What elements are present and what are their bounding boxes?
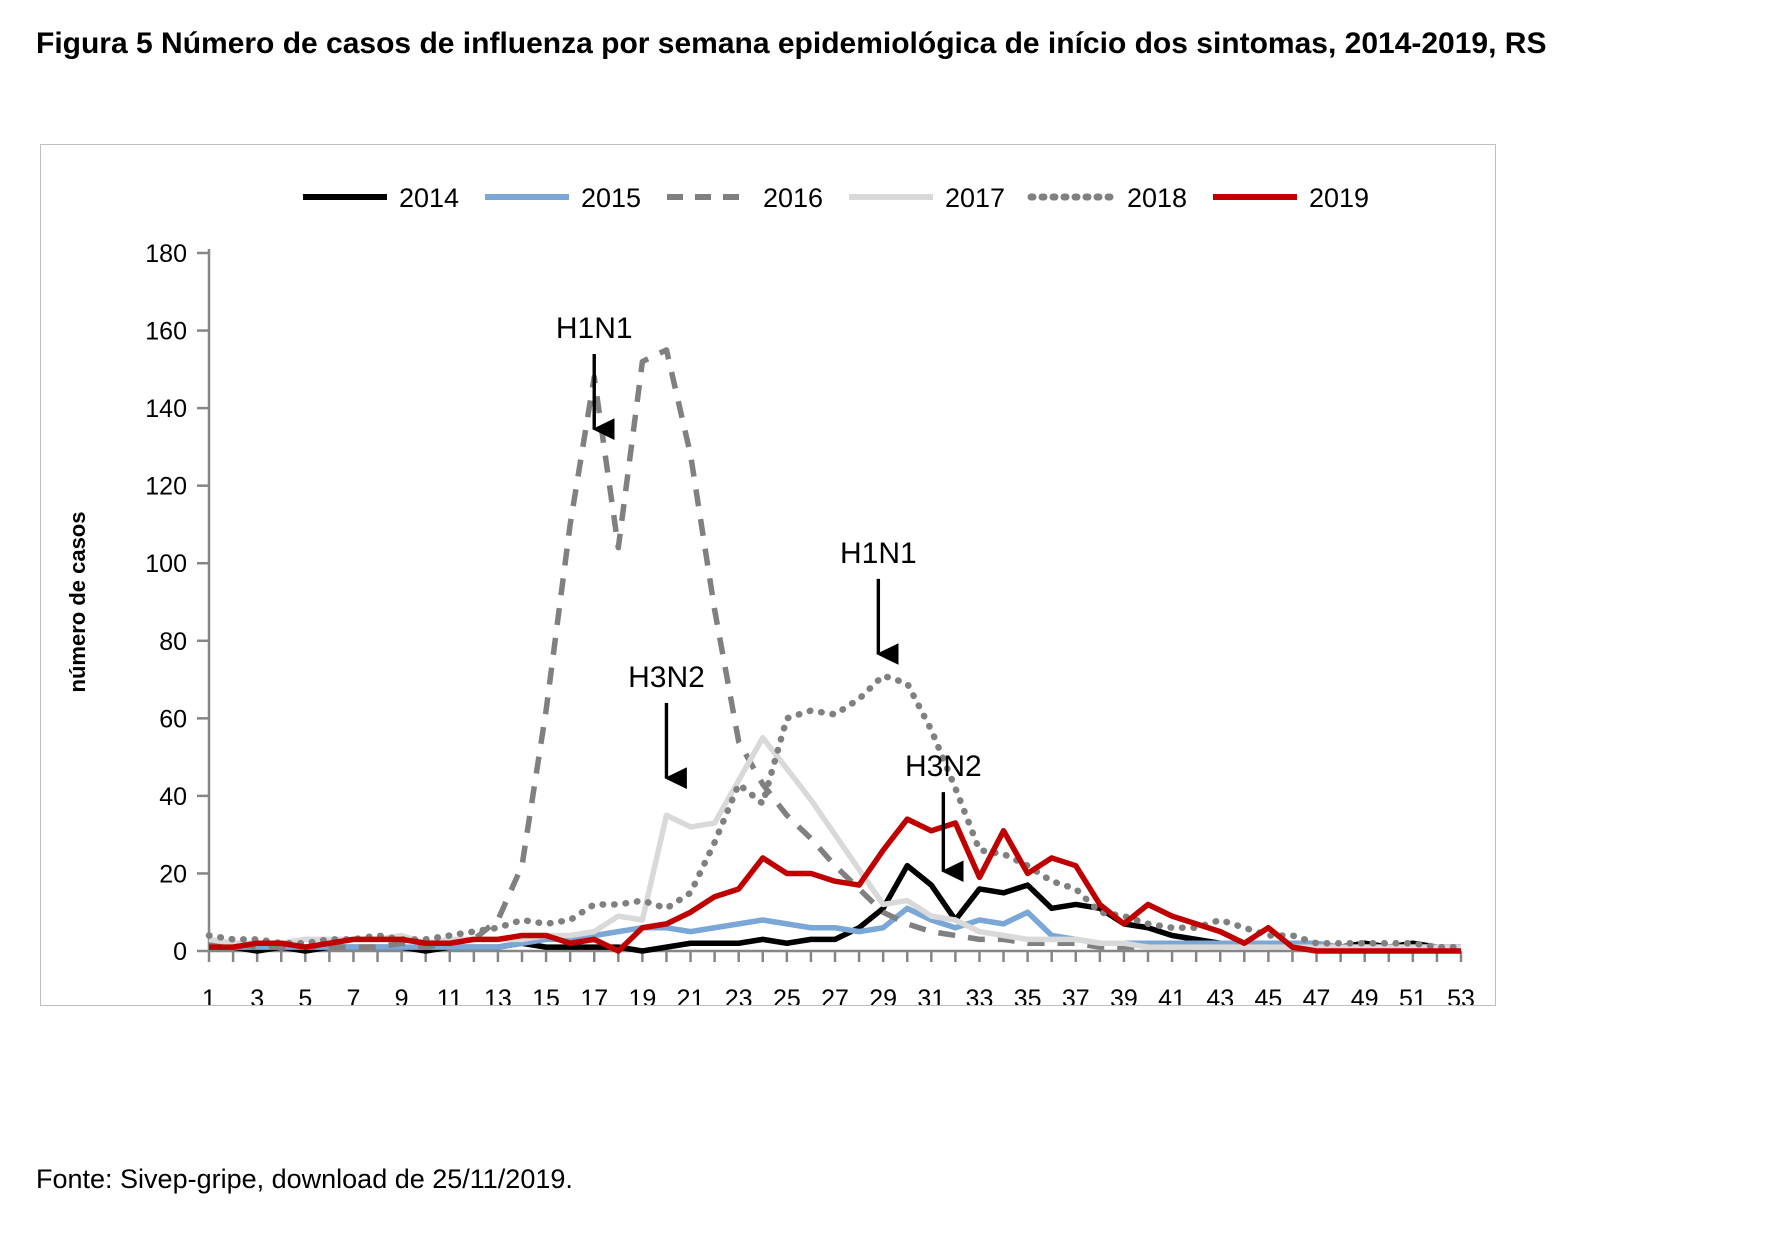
legend-label-2014: 2014 [399, 183, 459, 213]
y-axis-title-text: número de casos [65, 512, 90, 693]
series-line-2016 [209, 347, 1461, 950]
x-tick-label: 29 [869, 985, 897, 1005]
legend-item-2018[interactable]: 2018 [1027, 183, 1187, 213]
y-tick-label: 140 [145, 395, 187, 423]
legend-label-2015: 2015 [581, 183, 641, 213]
y-tick-label: 0 [173, 938, 187, 966]
x-tick-label: 13 [484, 985, 512, 1005]
x-axis: 1 3 5 7 9 11 13 15 17 19 21 23 25 27 29 31 33 35 37 39 41 43 4… [202, 949, 1475, 1005]
series-line-2019 [209, 816, 1461, 954]
x-tick-label: 53 [1447, 985, 1475, 1005]
annotation-label-H1N1-0: H1N1 [556, 312, 633, 345]
x-tick-label: 1 [202, 985, 216, 1005]
series-group [205, 347, 1465, 954]
y-axis: 0 20 40 60 80 100 120 140 160 180 [145, 240, 211, 966]
y-axis-title: número de casos [65, 512, 90, 693]
legend-item-2016[interactable]: 2016 [667, 183, 823, 213]
y-tick-label: 180 [145, 240, 187, 268]
annotation-label-H1N1-2: H1N1 [840, 537, 917, 570]
legend-label-2016: 2016 [763, 183, 823, 213]
y-tick-label: 160 [145, 318, 187, 346]
x-tick-label: 23 [725, 985, 753, 1005]
y-tick-label: 100 [145, 550, 187, 578]
annotation-label-H3N2-1: H3N2 [628, 661, 705, 694]
legend-item-2019[interactable]: 2019 [1213, 183, 1369, 213]
y-tick-label: 120 [145, 473, 187, 501]
x-tick-label: 9 [395, 985, 409, 1005]
page-title: Figura 5 Número de casos de influenza po… [36, 27, 1547, 60]
series-line-2018 [205, 672, 1465, 951]
x-tick-label: 43 [1206, 985, 1234, 1005]
x-tick-label: 49 [1351, 985, 1379, 1005]
x-tick-label: 7 [347, 985, 361, 1005]
x-tick-label: 39 [1110, 985, 1138, 1005]
x-tick-label: 35 [1014, 985, 1042, 1005]
x-tick-label: 3 [250, 985, 264, 1005]
legend-label-2018: 2018 [1127, 183, 1187, 213]
annotations-group: H1N1 H3N2 H1N1 H3N2 [556, 312, 982, 883]
x-tick-label: 25 [773, 985, 801, 1005]
x-tick-label: 51 [1399, 985, 1427, 1005]
source-note: Fonte: Sivep-gripe, download de 25/11/20… [36, 1164, 573, 1194]
legend-item-2014[interactable]: 2014 [303, 183, 459, 213]
x-tick-label: 5 [298, 985, 312, 1005]
y-tick-label: 80 [159, 628, 187, 656]
x-tick-label: 45 [1254, 985, 1282, 1005]
x-tick-label: 15 [532, 985, 560, 1005]
legend-label-2017: 2017 [945, 183, 1005, 213]
x-tick-label: 47 [1303, 985, 1331, 1005]
annotation-label-H3N2-3: H3N2 [905, 750, 982, 783]
y-tick-label: 60 [159, 705, 187, 733]
x-tick-label: 41 [1158, 985, 1186, 1005]
legend-label-2019: 2019 [1309, 183, 1369, 213]
x-tick-label: 17 [580, 985, 608, 1005]
x-tick-label: 37 [1062, 985, 1090, 1005]
series-line-2015 [209, 905, 1461, 950]
x-tick-label: 21 [677, 985, 705, 1005]
legend-item-2017[interactable]: 2017 [849, 183, 1005, 213]
series-line-2017 [208, 734, 1461, 950]
x-tick-label: 11 [437, 985, 463, 1005]
legend-item-2015[interactable]: 2015 [485, 183, 641, 213]
y-tick-label: 20 [159, 860, 187, 888]
x-tick-label: 33 [966, 985, 994, 1005]
y-tick-label: 40 [159, 783, 187, 811]
x-tick-label: 31 [917, 985, 945, 1005]
chart-legend: 2014 2015 2016 2017 2018 2019 [303, 183, 1369, 213]
influenza-line-chart: 2014 2015 2016 2017 2018 20190204060801001201… [65, 183, 1475, 1005]
chart-container: 2014 2015 2016 2017 2018 2019 0 20 40 60 80 100 120 1… [40, 144, 1496, 1006]
x-tick-label: 27 [821, 985, 849, 1005]
x-tick-label: 19 [628, 985, 656, 1005]
